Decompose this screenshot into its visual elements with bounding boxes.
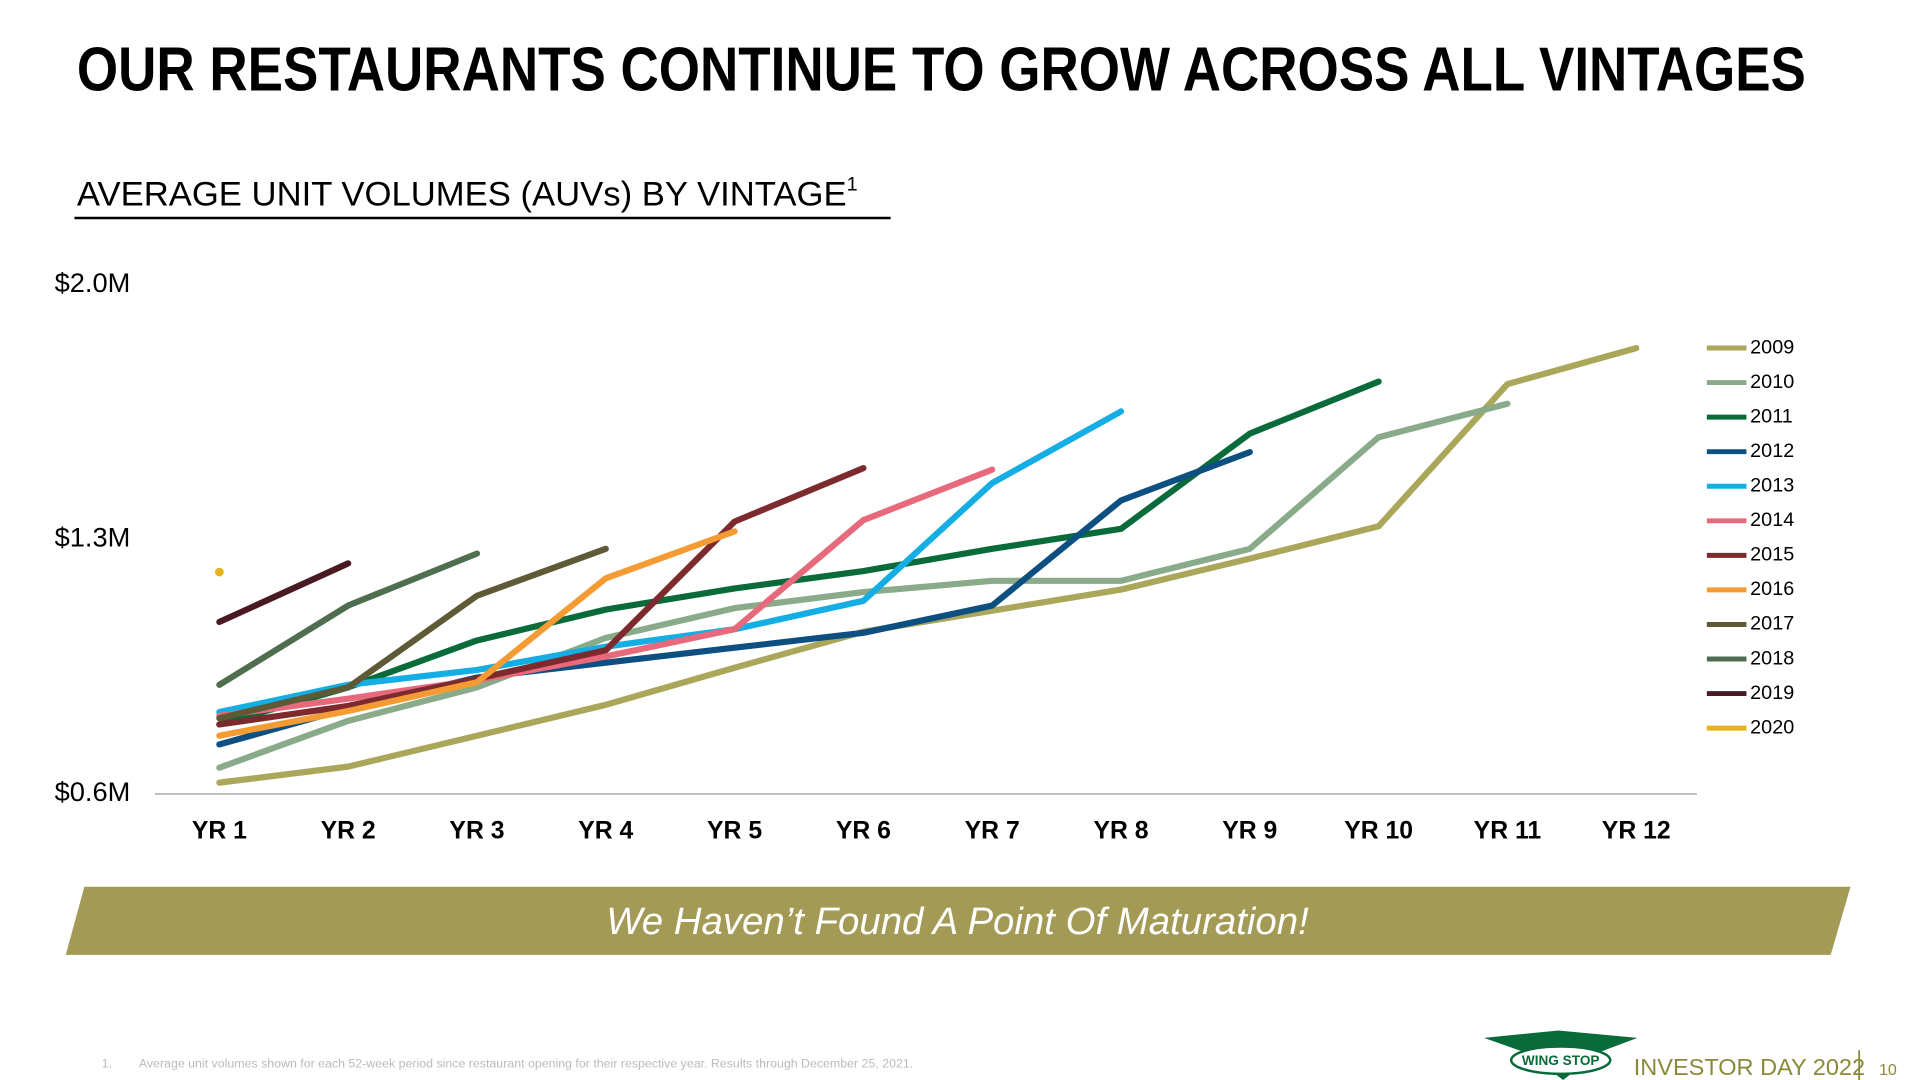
series-line: [216, 560, 352, 626]
series-line: [216, 528, 738, 739]
legend-label: 2011: [1750, 405, 1793, 427]
series-line: [216, 466, 996, 719]
logo: WING STOP: [1483, 1030, 1638, 1080]
x-tick-label: YR 1: [192, 817, 247, 844]
series-line: [216, 378, 1382, 728]
x-tick-label: YR 7: [965, 817, 1020, 844]
x-tick-label: YR 5: [707, 817, 762, 844]
y-tick-label: $2.0M: [55, 267, 131, 298]
x-tick-label: YR 11: [1474, 817, 1542, 844]
legend-label: 2017: [1750, 613, 1794, 635]
series-line: [216, 550, 481, 688]
chart-title-text: AVERAGE UNIT VOLUMES (AUVs) BY VINTAGE: [77, 176, 847, 214]
legend-label: 2012: [1750, 440, 1794, 462]
chart-title: AVERAGE UNIT VOLUMES (AUVs) BY VINTAGE1: [77, 174, 858, 214]
chart-title-note: 1: [847, 174, 858, 196]
y-tick-label: $0.6M: [55, 776, 131, 807]
legend-label: 2009: [1750, 336, 1794, 358]
legend-label: 2014: [1750, 509, 1794, 531]
footer-page: 10: [1879, 1061, 1897, 1079]
series-line: [216, 408, 1125, 716]
slide-title: OUR RESTAURANTS CONTINUE TO GROW ACROSS …: [77, 35, 1806, 104]
legend-label: 2015: [1750, 544, 1794, 566]
x-tick-label: YR 3: [449, 817, 504, 844]
legend-label: 2019: [1750, 682, 1794, 704]
x-tick-label: YR 8: [1093, 817, 1148, 844]
x-tick-label: YR 6: [836, 817, 891, 844]
series-line: [216, 465, 867, 728]
series-point: [215, 567, 224, 577]
legend-label: 2016: [1750, 578, 1794, 600]
banner-text: We Haven’t Found A Point Of Maturation!: [606, 900, 1309, 943]
x-tick-label: YR 12: [1602, 817, 1671, 844]
x-tick-label: YR 2: [321, 817, 376, 844]
legend-label: 2010: [1750, 371, 1794, 393]
legend-label: 2018: [1750, 647, 1794, 669]
legend-label: 2020: [1750, 716, 1794, 738]
footnote-text: Average unit volumes shown for each 52-w…: [139, 1057, 913, 1071]
logo-badge: [1509, 1045, 1612, 1076]
footer-event: INVESTOR DAY 2022: [1634, 1054, 1865, 1080]
x-tick-label: YR 10: [1344, 817, 1413, 844]
series-line: [216, 545, 609, 722]
series-line: [216, 400, 1511, 771]
y-tick-label: $1.3M: [55, 522, 131, 553]
x-tick-label: YR 4: [578, 817, 633, 844]
x-tick-label: YR 9: [1222, 817, 1277, 844]
banner-bg: [65, 886, 1851, 955]
series-line: [216, 345, 1640, 786]
footnote-number: 1.: [102, 1057, 112, 1071]
logo-text: WING STOP: [1522, 1053, 1600, 1068]
legend-label: 2013: [1750, 474, 1794, 496]
